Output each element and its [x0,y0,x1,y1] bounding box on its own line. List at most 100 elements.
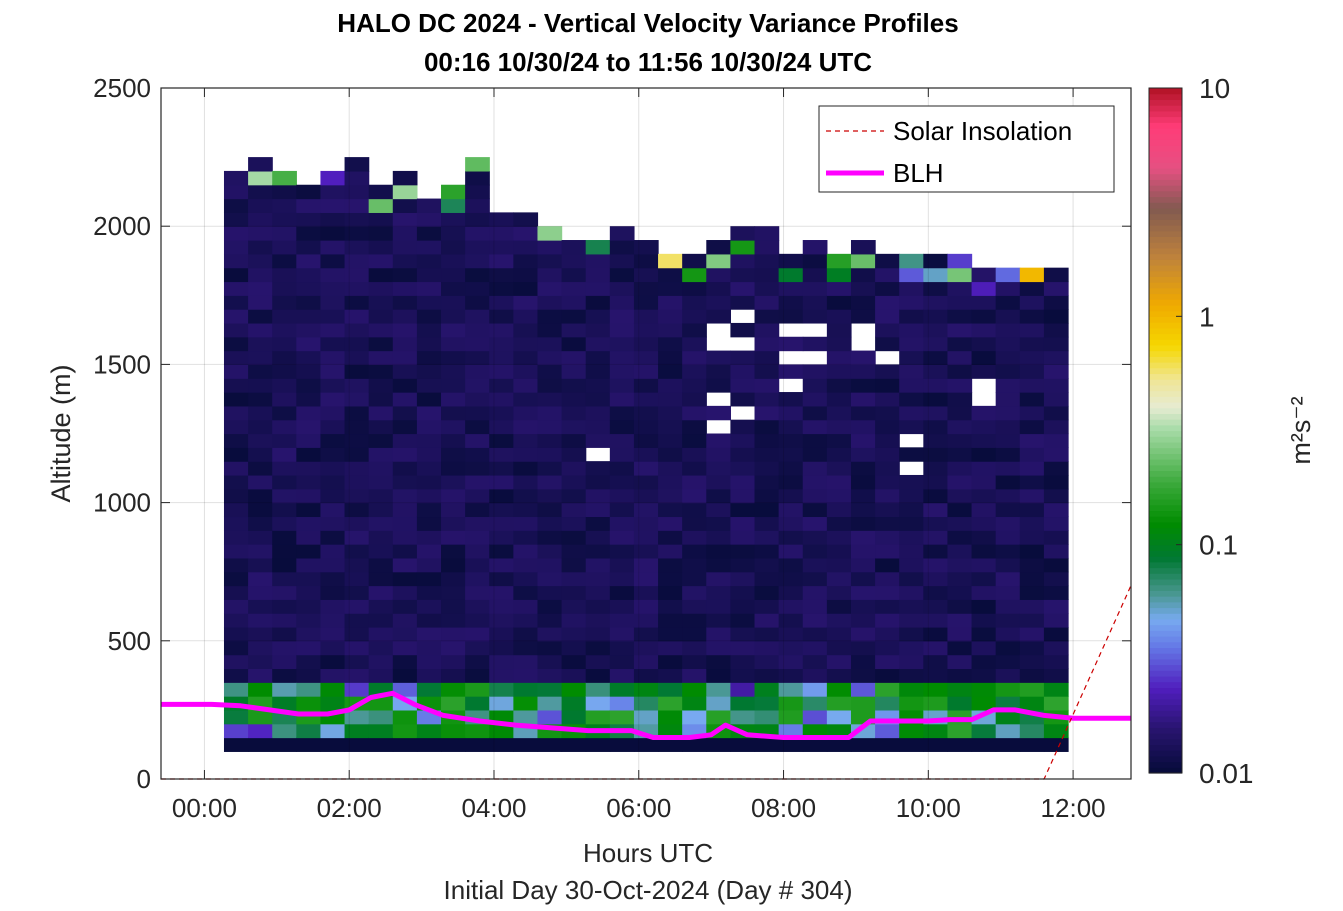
axes-frame [160,87,1132,780]
colorbar-segment [1149,99,1182,106]
heatmap-cell [296,392,322,407]
heatmap-cell [272,170,297,186]
heatmap-cell [416,322,442,338]
heatmap-cell [513,378,539,393]
heatmap-cell [778,309,804,324]
heatmap-cell [802,571,828,587]
heatmap-cell [899,267,924,283]
heatmap-cell [368,267,394,283]
heatmap-cell [875,668,900,683]
heatmap-cell [899,585,924,600]
heatmap-cell [802,405,828,421]
heatmap-cell [489,309,514,324]
heatmap-cell [296,433,322,448]
heatmap-cell [489,447,514,462]
heatmap-cell [1019,696,1045,711]
heatmap-cell [223,226,249,241]
heatmap-cell [368,544,394,559]
heatmap-cell [995,626,1021,642]
heatmap-cell [489,585,514,600]
heatmap-cell [513,737,539,752]
heatmap-cell [875,544,900,559]
heatmap-cell [223,170,249,186]
heatmap-cell [513,516,539,531]
heatmap-cell [1019,599,1045,614]
heatmap-cell [344,723,370,739]
heatmap-cell [658,530,683,545]
heatmap-cell [344,336,370,352]
heatmap-cell [609,267,635,283]
heatmap-cell [344,364,370,379]
heatmap-cell [392,322,418,338]
heatmap-cell [875,419,900,435]
heatmap-cell [658,309,683,324]
heatmap-cell [682,488,707,504]
heatmap-cell [850,392,876,407]
heatmap-cell [850,405,876,421]
heatmap-cell [754,599,780,614]
heatmap-cell [441,433,466,448]
heatmap-cell [441,654,466,670]
heatmap-cell [1043,405,1069,421]
heatmap-cell [947,668,973,683]
heatmap-cell [947,405,973,421]
heatmap-cell [320,184,346,200]
heatmap-cell [658,599,683,614]
heatmap-cell [947,488,973,504]
heatmap-cell [706,599,732,614]
heatmap-cell [537,544,563,559]
heatmap-cell [850,613,876,628]
heatmap-cell [1043,447,1069,462]
heatmap-cell [561,350,587,365]
heatmap-cell [609,613,635,628]
heatmap-cell [633,585,659,600]
heatmap-cell [537,474,563,490]
heatmap-cell [826,737,852,752]
heatmap-cell [609,309,635,324]
heatmap-cell [561,737,587,752]
heatmap-cell [296,544,322,559]
heatmap-cell [899,626,924,642]
heatmap-cell [850,419,876,435]
heatmap-cell [633,599,659,614]
heatmap-cell [489,502,514,518]
heatmap-cell [899,322,924,338]
heatmap-cell [320,309,346,324]
heatmap-cell [609,253,635,269]
colorbar-segment [1149,384,1182,392]
heatmap-cell [223,419,249,435]
heatmap-cell [826,350,852,365]
colorbar-segment [1149,556,1182,563]
heatmap-cell [778,571,804,587]
heatmap-cell [561,502,587,518]
heatmap-cell [826,405,852,421]
colorbar-segment [1149,190,1182,198]
heatmap-cell [296,364,322,379]
heatmap-cell [561,461,587,476]
heatmap-cell [537,696,563,711]
heatmap-cell [609,336,635,352]
heatmap-cell [537,322,563,338]
heatmap-cell [995,640,1021,656]
heatmap-cell [730,267,756,283]
heatmap-cell [995,322,1021,338]
heatmap-cell [633,654,659,670]
heatmap-cell [899,516,924,531]
heatmap-cell [416,474,442,490]
heatmap-cell [320,613,346,628]
heatmap-cell [730,364,756,379]
heatmap-cell [296,212,322,227]
heatmap-cell [609,502,635,518]
heatmap-cell [706,405,732,421]
heatmap-cell [272,198,297,213]
colorbar-frame [1148,87,1183,774]
heatmap-cell [802,585,828,600]
heatmap-cell [248,405,273,421]
colorbar-segment [1149,493,1182,500]
heatmap-cell [730,709,756,725]
heatmap-cell [248,433,273,448]
heatmap-cell [923,253,949,269]
heatmap-cell [368,212,394,227]
heatmap-cell [923,530,949,545]
colorbar-segment [1149,390,1182,397]
